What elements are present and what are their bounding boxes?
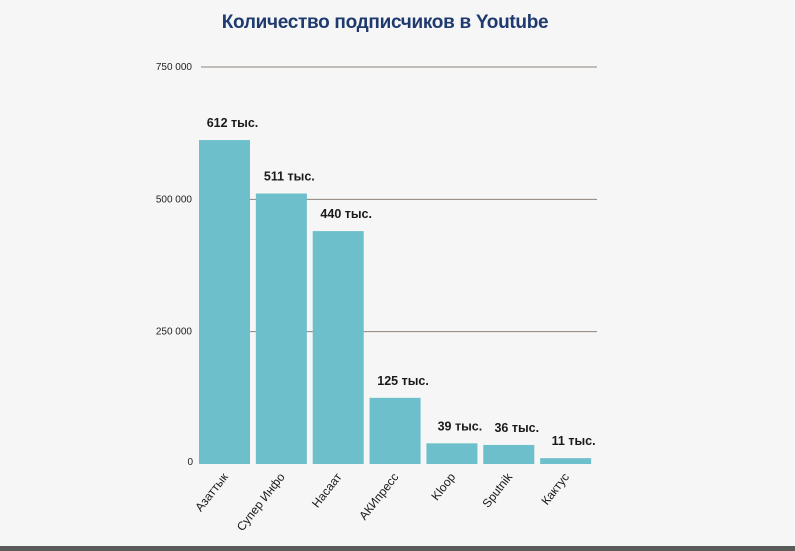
x-tick-label: Супер Инфо: [234, 470, 288, 534]
bar: [369, 397, 421, 464]
x-tick-label: Азаттык: [192, 470, 231, 514]
x-tick-label: Sputnik: [479, 469, 515, 510]
data-label: 125 тыс.: [377, 374, 429, 388]
bar: [255, 193, 307, 464]
x-tick-label: АКИпресс: [356, 470, 401, 522]
y-axis-ticks: 0 250 000 500 000 750 000: [156, 62, 194, 468]
data-labels: 612 тыс. 511 тыс. 440 тыс. 125 тыс. 39 тыс. 3…: [207, 116, 596, 448]
y-tick-label: 750 000: [156, 62, 193, 73]
bar: [426, 443, 478, 464]
x-tick-label: Кактус: [538, 470, 572, 507]
data-label: 511 тыс.: [264, 170, 315, 184]
bar: [312, 231, 364, 464]
data-label: 36 тыс.: [494, 421, 539, 435]
bar: [483, 444, 535, 464]
data-label: 440 тыс.: [320, 207, 372, 221]
x-tick-label: Kloop: [428, 470, 458, 503]
data-label: 11 тыс.: [552, 434, 596, 448]
y-tick-label: 0: [187, 457, 193, 468]
chart-title: Количество подписчиков в Youtube: [221, 12, 549, 33]
y-tick-label: 500 000: [156, 194, 193, 205]
x-axis-ticks: Азаттык Супер Инфо Насаат АКИпресс Kloop Sput…: [192, 469, 572, 533]
data-label: 39 тыс.: [438, 419, 483, 433]
bottom-scrollbar: [0, 546, 795, 551]
x-tick-label: Насаат: [309, 470, 345, 510]
y-tick-label: 250 000: [156, 327, 193, 338]
data-label: 612 тыс.: [207, 116, 259, 130]
bar: [199, 140, 250, 464]
bars: [199, 140, 592, 464]
bar: [540, 458, 592, 464]
